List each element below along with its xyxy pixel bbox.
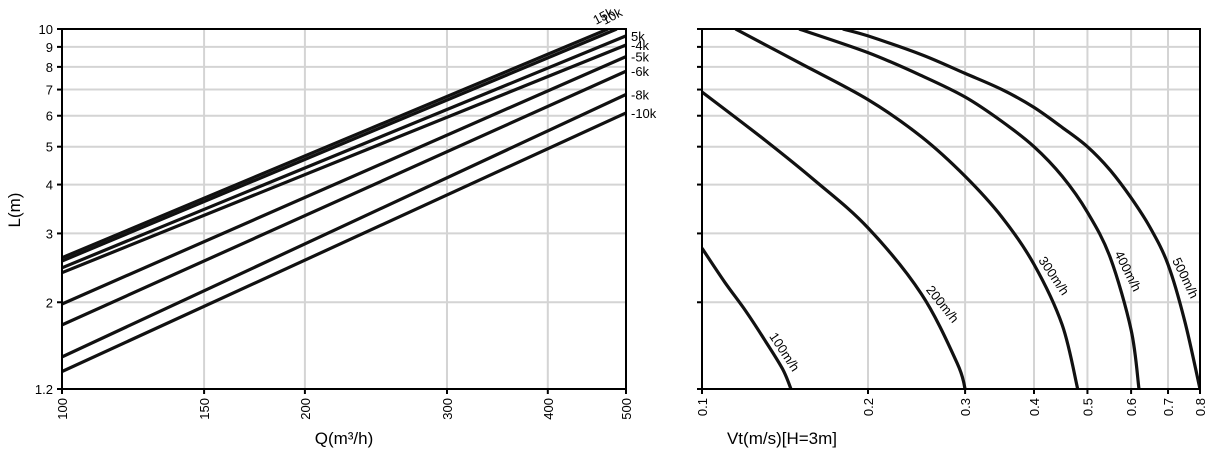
x-tick-label: 300 — [440, 398, 455, 420]
x-axis-title-2: Vt(m/s)[H=3m] — [727, 429, 837, 448]
y-tick-label: 3 — [46, 226, 53, 241]
x-tick-label: 0.7 — [1161, 398, 1176, 416]
x-tick-label: 0.8 — [1193, 398, 1206, 416]
series-label--10k: -10k — [631, 106, 657, 121]
y-tick-label: 1.2 — [35, 382, 53, 397]
series-label--4k: -4k — [631, 38, 650, 53]
series-line-400m-h — [798, 29, 1141, 389]
x-tick-label: 0.6 — [1124, 398, 1139, 416]
series-line-100m-h — [702, 247, 793, 389]
y-axis-title: L(m) — [5, 193, 24, 228]
series-line-300m-h — [734, 29, 1080, 389]
x-tick-label: 0.5 — [1080, 398, 1095, 416]
y-tick-label: 8 — [46, 60, 53, 75]
x-tick-label: 0.2 — [861, 398, 876, 416]
series-line-15k — [62, 29, 609, 260]
y-tick-label: 7 — [46, 83, 53, 98]
y-tick-label: 4 — [46, 178, 53, 193]
plot-frame — [701, 28, 1201, 390]
series-line--5k — [62, 55, 626, 306]
series-line--10k — [62, 111, 626, 373]
series-label-5k: 5k — [631, 29, 645, 44]
y-tick-label: 2 — [46, 295, 53, 310]
x-tick-label: 200 — [298, 398, 313, 420]
series-line-500m-h — [842, 29, 1200, 389]
series-line-5k — [62, 34, 626, 270]
plot-frame — [61, 28, 627, 390]
series-line-200m-h — [702, 90, 967, 389]
y-tick-label: 6 — [46, 109, 53, 124]
x-tick-label: 0.1 — [695, 398, 710, 416]
series-line--4k — [62, 43, 626, 275]
x-tick-label: 400 — [541, 398, 556, 420]
x-axis-title: Q(m³/h) — [315, 429, 374, 448]
x-tick-label: 100 — [55, 398, 70, 420]
x-tick-label: 150 — [197, 398, 212, 420]
series-label--6k: -6k — [631, 64, 650, 79]
series-line-10k — [62, 29, 618, 263]
y-tick-label: 5 — [46, 140, 53, 155]
series-label--5k: -5k — [631, 50, 650, 65]
y-tick-label: 10 — [39, 22, 53, 37]
x-tick-label: 0.4 — [1027, 398, 1042, 416]
x-tick-label: 500 — [619, 398, 634, 420]
x-tick-label: 0.3 — [958, 398, 973, 416]
series-label--8k: -8k — [631, 87, 650, 102]
series-line--8k — [62, 93, 626, 359]
series-line--6k — [62, 69, 626, 327]
y-tick-label: 9 — [46, 40, 53, 55]
